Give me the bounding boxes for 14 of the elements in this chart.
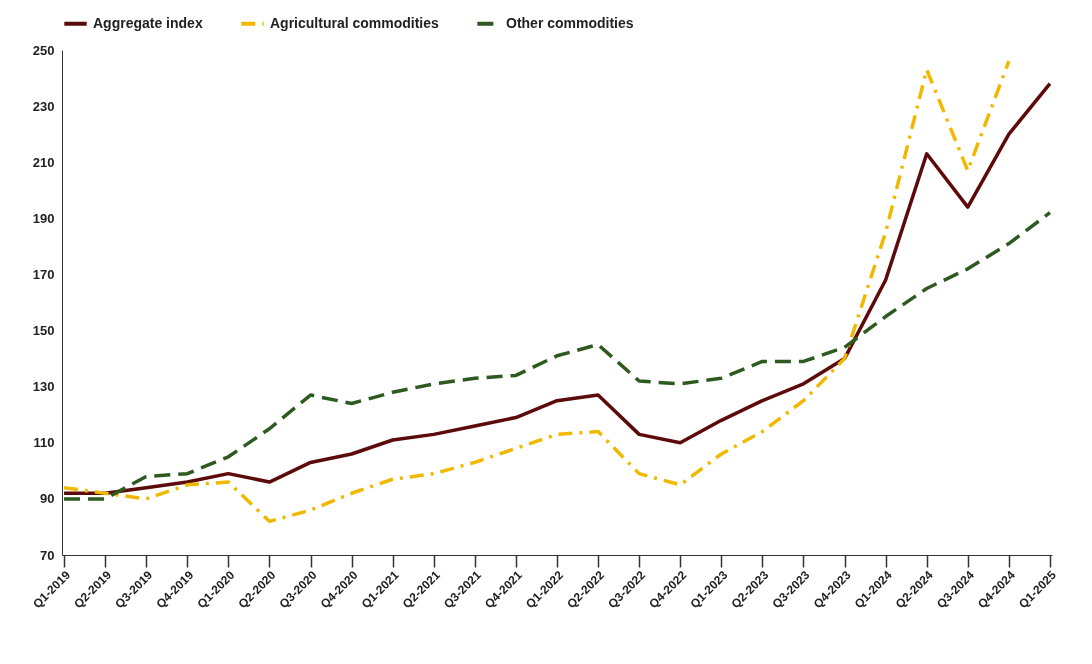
y-tick-label: 230 xyxy=(32,98,55,114)
y-tick-label: 250 xyxy=(32,42,55,58)
legend-label: Aggregate index xyxy=(93,14,203,31)
y-tick-label: 90 xyxy=(40,491,55,507)
legend-label: Other commodities xyxy=(506,14,634,31)
y-tick-label: 130 xyxy=(32,379,55,395)
y-tick-label: 190 xyxy=(32,210,55,226)
y-tick-label: 70 xyxy=(40,547,55,563)
y-tick-label: 210 xyxy=(32,154,55,170)
legend-label: Agricultural commodities xyxy=(270,14,440,31)
line-series xyxy=(62,210,1052,501)
y-tick-label: 150 xyxy=(32,323,55,339)
y-tick-label: 170 xyxy=(32,266,55,282)
y-tick-label: 110 xyxy=(33,435,55,451)
